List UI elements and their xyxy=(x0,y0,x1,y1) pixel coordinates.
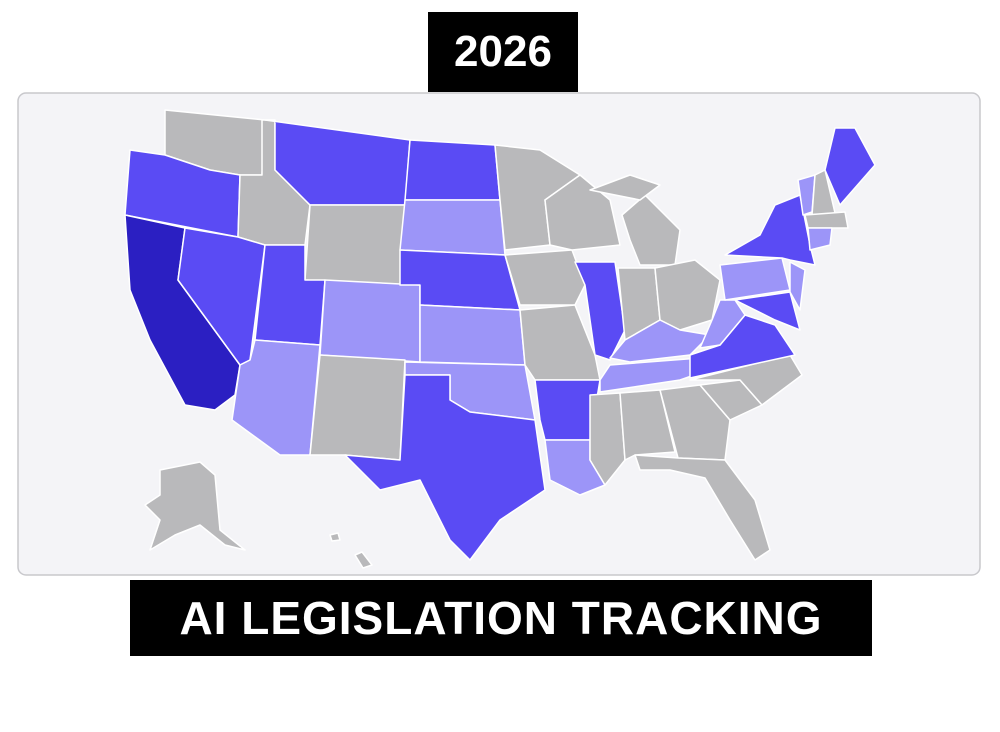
state xyxy=(344,374,546,561)
state xyxy=(504,249,586,306)
map xyxy=(17,92,981,576)
state xyxy=(589,174,661,201)
state xyxy=(354,551,373,569)
state xyxy=(329,532,341,542)
page: 2026 AI LEGISLATION TRACKING MAP xyxy=(17,12,981,720)
states xyxy=(124,109,876,569)
state xyxy=(699,299,746,349)
state xyxy=(659,384,731,461)
state xyxy=(589,392,626,486)
state xyxy=(734,291,801,331)
state xyxy=(634,454,771,561)
state xyxy=(804,211,849,229)
title-banner: AI LEGISLATION TRACKING MAP xyxy=(130,580,872,720)
state xyxy=(807,227,833,251)
state xyxy=(824,127,876,206)
state xyxy=(309,354,406,461)
year-banner: 2026 xyxy=(428,12,578,92)
state xyxy=(144,461,246,551)
state xyxy=(304,204,406,286)
state xyxy=(404,139,501,201)
state xyxy=(609,319,711,363)
state xyxy=(231,339,321,456)
state xyxy=(419,304,526,366)
state xyxy=(619,389,676,461)
state xyxy=(544,174,621,251)
state xyxy=(574,261,626,361)
state xyxy=(319,279,421,363)
state xyxy=(789,261,806,311)
state xyxy=(399,199,506,256)
